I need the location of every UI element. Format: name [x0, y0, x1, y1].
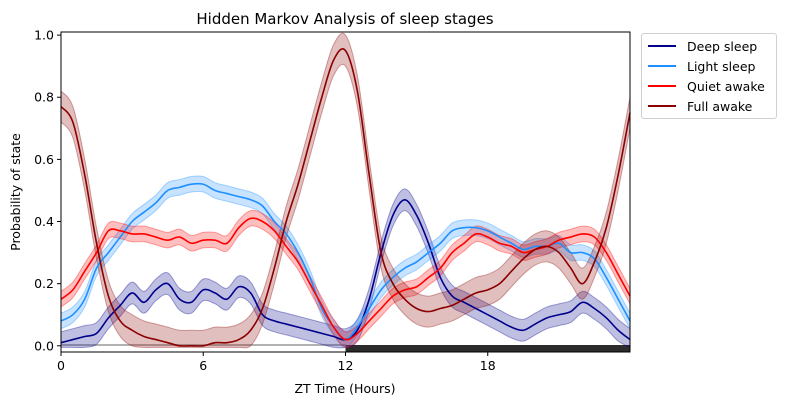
y-tick-label: 0.6 — [34, 152, 54, 167]
y-tick-label: 0.4 — [34, 214, 54, 229]
legend: Deep sleep Light sleep Quiet awake Full … — [641, 33, 777, 119]
y-tick-label: 0.0 — [34, 338, 54, 353]
series-line-full-awake — [60, 48, 631, 347]
x-tick-label: 18 — [480, 358, 496, 373]
legend-item-full-awake: Full awake — [642, 96, 752, 116]
plot-area — [60, 32, 631, 352]
legend-label: Deep sleep — [687, 38, 758, 54]
x-tick-label: 12 — [338, 358, 354, 373]
legend-item-quiet-awake: Quiet awake — [642, 76, 765, 96]
x-tick-label: 0 — [57, 358, 65, 373]
x-axis-label: ZT Time (Hours) — [294, 381, 395, 396]
legend-label: Full awake — [687, 98, 753, 114]
legend-swatch-quiet-awake — [648, 85, 676, 87]
dark-phase-bar — [345, 345, 630, 352]
legend-swatch-full-awake — [648, 105, 676, 107]
x-tick-label: 6 — [199, 358, 207, 373]
legend-item-deep-sleep: Deep sleep — [642, 36, 757, 56]
y-tick-label: 0.8 — [34, 90, 54, 105]
legend-swatch-light-sleep — [648, 65, 676, 67]
chart-title: Hidden Markov Analysis of sleep stages — [196, 10, 493, 28]
legend-label: Light sleep — [687, 58, 756, 74]
y-axis: 0.0 0.2 0.4 0.6 0.8 1.0 — [34, 28, 61, 353]
legend-label: Quiet awake — [687, 78, 765, 94]
y-axis-label: Probability of state — [8, 133, 23, 251]
y-tick-label: 0.2 — [34, 276, 54, 291]
x-axis: 0 6 12 18 — [57, 352, 496, 373]
legend-swatch-deep-sleep — [648, 45, 676, 47]
y-tick-label: 1.0 — [34, 28, 54, 43]
legend-item-light-sleep: Light sleep — [642, 56, 755, 76]
